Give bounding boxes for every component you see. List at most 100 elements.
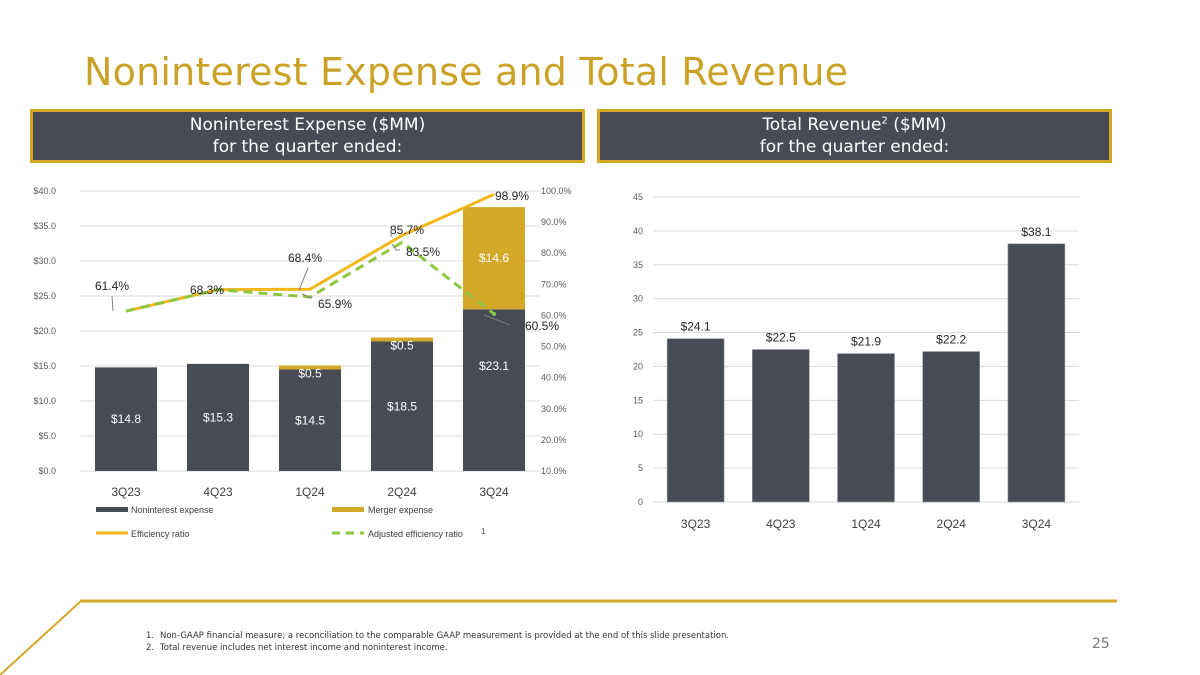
- y-tick-label: 30: [633, 294, 643, 304]
- y-tick-label: $35.0: [33, 221, 56, 231]
- y-tick-label: $30.0: [33, 256, 56, 266]
- y-tick-label: $20.0: [33, 326, 56, 336]
- y2-tick-label: 20.0%: [541, 435, 567, 445]
- bar-label: $22.5: [766, 331, 796, 345]
- legend-label-adjusted-efficiency-ratio: Adjusted efficiency ratio: [368, 529, 463, 539]
- right-header-line2: for the quarter ended:: [759, 137, 950, 157]
- adjusted-efficiency-label: 60.5%: [525, 319, 559, 333]
- footnote-ref-2: 2: [881, 115, 888, 127]
- adjusted-efficiency-point: [492, 311, 496, 316]
- left-header-line1: Noninterest Expense ($MM): [189, 115, 426, 135]
- y2-tick-label: 60.0%: [541, 310, 567, 320]
- bar-noninterest-expense: [371, 341, 433, 471]
- legend-swatch-merger-expense: [332, 507, 364, 512]
- efficiency-ratio-label: 85.7%: [390, 223, 424, 237]
- leader-line: [298, 267, 309, 291]
- bar-label: $21.9: [851, 335, 881, 349]
- y-tick-label: 10: [633, 429, 643, 439]
- legend-label-noninterest-expense: Noninterest expense: [131, 505, 214, 515]
- y-tick-label: $15.0: [33, 361, 56, 371]
- y-tick-label: $10.0: [33, 396, 56, 406]
- y-tick-label: $25.0: [33, 291, 56, 301]
- y-tick-label: 0: [638, 497, 643, 507]
- y2-tick-label: 100.0%: [541, 186, 572, 196]
- bar-label: $18.5: [387, 399, 417, 413]
- right-header-title: Total Revenue: [762, 115, 882, 135]
- bar-noninterest-expense: [279, 369, 341, 471]
- leader-line: [390, 229, 396, 237]
- x-tick-label: 3Q24: [479, 485, 509, 499]
- bar-total-revenue: [837, 353, 895, 503]
- bar-label: $23.1: [479, 359, 509, 373]
- right-header-line1: Total Revenue2 ($MM): [600, 114, 1109, 136]
- x-tick-label: 4Q23: [203, 485, 233, 499]
- x-tick-label: 1Q24: [851, 517, 881, 531]
- y-tick-label: 25: [633, 328, 643, 338]
- total-revenue-chart: 0 5 10 15 20 25 30 35 40 45 $24.1 3Q23 $22.5 4Q23 $21.…: [633, 192, 1079, 531]
- legend-swatch-noninterest-expense: [96, 507, 128, 512]
- bar-total-revenue: [666, 338, 725, 503]
- slide-title: Noninterest Expense and Total Revenue: [84, 50, 849, 94]
- bar-noninterest-expense: [95, 367, 157, 471]
- left-panel-header: Noninterest Expense ($MM) for the quarte…: [30, 109, 585, 163]
- bar-label: $38.1: [1021, 225, 1051, 239]
- footnote-2: 2. Total revenue includes net interest in…: [146, 643, 448, 653]
- merger-label: $14.6: [479, 251, 509, 265]
- y2-tick-label: 50.0%: [541, 342, 567, 352]
- y2-tick-label: 70.0%: [541, 279, 567, 289]
- leader-line: [111, 295, 114, 312]
- x-tick-label: 2Q24: [387, 485, 417, 499]
- y-tick-label: 5: [638, 463, 643, 473]
- adjusted-efficiency-label: 65.9%: [318, 297, 352, 311]
- y2-tick-label: 80.0%: [541, 248, 567, 258]
- y2-tick-label: 30.0%: [541, 404, 567, 414]
- footnotes: 1. Non-GAAP financial measure; a reconcil…: [146, 630, 729, 654]
- bar-merger-expense: [463, 207, 525, 310]
- right-panel-header: Total Revenue2 ($MM) for the quarter end…: [597, 109, 1112, 163]
- efficiency-ratio-label: 68.4%: [288, 251, 322, 265]
- merger-label: $0.5: [390, 339, 414, 353]
- y-tick-label: $0.0: [38, 466, 56, 476]
- efficiency-ratio-label: 98.9%: [495, 189, 529, 203]
- efficiency-ratio-label: 68.3%: [190, 283, 224, 297]
- right-header-unit: ($MM): [887, 115, 947, 135]
- leader-line: [391, 243, 400, 251]
- x-tick-label: 4Q23: [766, 517, 796, 531]
- legend-label-efficiency-ratio: Efficiency ratio: [131, 529, 189, 539]
- bar-merger-expense: [279, 365, 341, 370]
- bar-label: $22.2: [936, 333, 966, 347]
- leader-line: [301, 293, 313, 299]
- bar-label: $14.8: [111, 412, 141, 426]
- page-number: 25: [1092, 636, 1110, 652]
- bar-total-revenue: [922, 351, 981, 503]
- y-tick-label: $5.0: [38, 431, 56, 441]
- bar-label: $15.3: [203, 410, 233, 424]
- bar-total-revenue: [1007, 243, 1066, 503]
- footnote-1: 1. Non-GAAP financial measure; a reconcil…: [146, 631, 730, 641]
- noninterest-expense-chart: $0.0 $5.0 $10.0 $15.0 $20.0 $25.0 $30.0 $35.0 $4…: [33, 186, 572, 539]
- footer-accent-line: [0, 599, 1117, 675]
- bar-merger-expense: [371, 337, 433, 342]
- x-tick-label: 3Q24: [1022, 517, 1052, 531]
- y-tick-label: 45: [633, 192, 643, 202]
- y2-tick-label: 90.0%: [541, 217, 567, 227]
- y-tick-label: 35: [633, 260, 643, 270]
- bar-label: $14.5: [295, 413, 325, 427]
- x-tick-label: 2Q24: [937, 517, 967, 531]
- y2-tick-label: 40.0%: [541, 373, 567, 383]
- y-tick-label: 15: [633, 395, 643, 405]
- left-header-line2: for the quarter ended:: [212, 137, 403, 157]
- x-tick-label: 3Q23: [111, 485, 141, 499]
- efficiency-ratio-label: 61.4%: [95, 279, 129, 293]
- merger-label: $0.5: [298, 367, 322, 381]
- y-tick-label: 40: [633, 226, 643, 236]
- y-tick-label: 20: [633, 361, 643, 371]
- y2-tick-label: 10.0%: [541, 466, 567, 476]
- adjusted-efficiency-label: 83.5%: [406, 245, 440, 259]
- legend-footnote-ref: 1: [481, 527, 486, 536]
- bar-noninterest-expense: [463, 309, 525, 471]
- x-tick-label: 1Q24: [295, 485, 325, 499]
- legend-label-merger-expense: Merger expense: [368, 505, 433, 515]
- bar-label: $24.1: [681, 320, 711, 334]
- bar-total-revenue: [751, 349, 810, 503]
